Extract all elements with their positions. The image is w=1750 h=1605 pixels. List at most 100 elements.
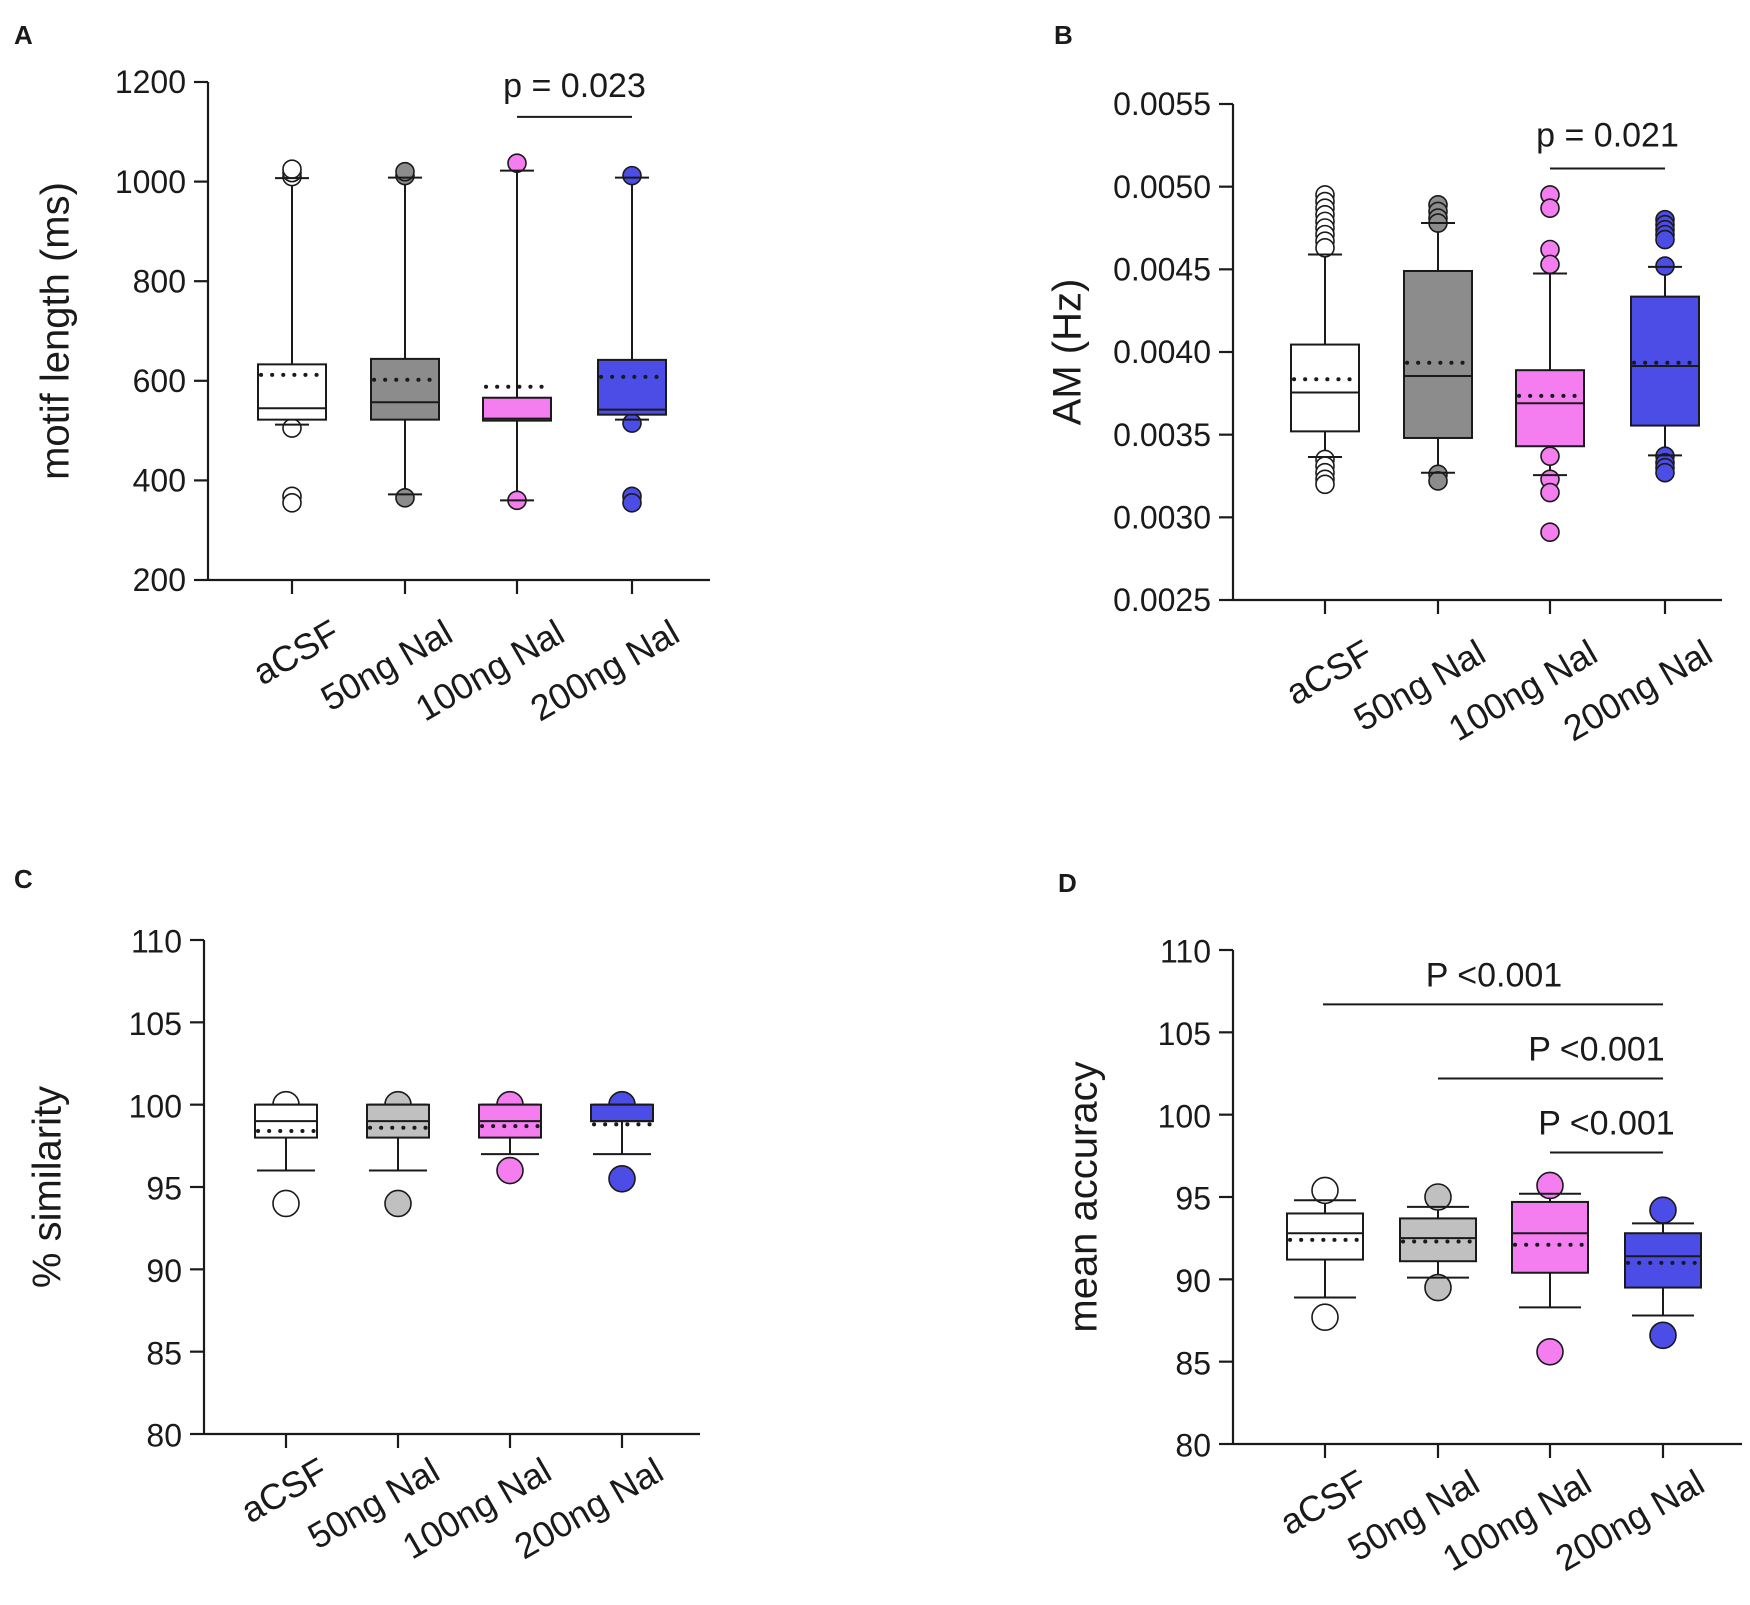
y-tick-label: 105 bbox=[129, 1006, 182, 1042]
panel-letter: B bbox=[1054, 20, 1073, 50]
y-tick-label: 0.0050 bbox=[1113, 169, 1211, 205]
box-iqr bbox=[1403, 269, 1473, 439]
y-tick-label: 1000 bbox=[115, 164, 186, 200]
y-tick-label: 110 bbox=[131, 924, 182, 960]
outlier-point bbox=[608, 1164, 636, 1193]
box-iqr bbox=[1630, 295, 1700, 427]
y-axis-label: motif length (ms) bbox=[34, 182, 78, 480]
y-tick-label: 80 bbox=[146, 1418, 182, 1454]
outlier-point bbox=[1424, 1183, 1452, 1211]
outlier-point bbox=[1311, 1176, 1339, 1205]
box-4 bbox=[597, 165, 667, 513]
outlier-point bbox=[622, 165, 642, 186]
outlier-point bbox=[1315, 238, 1335, 258]
outlier-point bbox=[1428, 471, 1448, 491]
y-tick-label: 110 bbox=[1160, 934, 1211, 970]
outlier-point bbox=[395, 488, 415, 508]
panel-b: B 0.0025 0.0030 0.0035 0.0040 0.0045 0.0050 0.0… bbox=[1046, 20, 1722, 749]
y-tick-label: 800 bbox=[133, 263, 186, 299]
outlier-point bbox=[622, 413, 642, 433]
panel-letter: C bbox=[14, 864, 33, 894]
p-value-label: P <0.001 bbox=[1538, 1105, 1674, 1143]
box-iqr bbox=[1399, 1217, 1477, 1263]
outlier-point bbox=[1649, 1196, 1677, 1224]
box-iqr bbox=[597, 358, 667, 416]
y-tick-label: 200 bbox=[133, 562, 186, 598]
box-3 bbox=[1511, 1171, 1589, 1366]
y-axis-label: AM (Hz) bbox=[1046, 279, 1090, 426]
y-tick-label: 90 bbox=[146, 1253, 182, 1289]
outlier-point bbox=[1540, 522, 1560, 543]
outlier-point bbox=[1540, 482, 1560, 503]
outlier-point bbox=[507, 153, 527, 173]
y-axis-label: mean accuracy bbox=[1062, 1061, 1106, 1332]
box-2 bbox=[1403, 195, 1473, 491]
outlier-point bbox=[1536, 1171, 1564, 1200]
box-4 bbox=[1630, 209, 1700, 483]
y-tick-label: 95 bbox=[146, 1171, 182, 1207]
p-value-label: P <0.001 bbox=[1426, 956, 1562, 994]
outlier-point bbox=[1655, 462, 1675, 483]
box-1 bbox=[257, 159, 327, 513]
box-3 bbox=[482, 153, 552, 511]
y-tick-label: 100 bbox=[1158, 1098, 1211, 1134]
y-tick-label: 80 bbox=[1175, 1428, 1211, 1464]
box-2 bbox=[366, 1090, 430, 1218]
y-tick-label: 85 bbox=[146, 1335, 182, 1371]
y-tick-label: 0.0035 bbox=[1113, 417, 1211, 453]
outlier-point bbox=[1540, 254, 1560, 275]
outlier-point bbox=[282, 418, 302, 438]
box-2 bbox=[1399, 1183, 1477, 1302]
box-2 bbox=[370, 161, 440, 508]
y-tick-label: 0.0040 bbox=[1113, 334, 1211, 370]
p-value-label: p = 0.021 bbox=[1536, 116, 1679, 154]
box-3 bbox=[1515, 185, 1585, 543]
outlier-point bbox=[282, 493, 302, 513]
y-tick-label: 100 bbox=[129, 1088, 182, 1124]
box-iqr bbox=[590, 1103, 654, 1123]
box-iqr bbox=[370, 357, 440, 421]
y-tick-label: 95 bbox=[1175, 1181, 1211, 1217]
outlier-point bbox=[1315, 474, 1335, 495]
y-tick-label: 0.0055 bbox=[1113, 86, 1211, 122]
outlier-point bbox=[1536, 1337, 1564, 1366]
y-tick-label: 0.0030 bbox=[1113, 500, 1211, 536]
box-iqr bbox=[257, 363, 327, 421]
y-tick-label: 105 bbox=[1158, 1016, 1211, 1052]
y-tick-label: 0.0045 bbox=[1113, 252, 1211, 288]
box-1 bbox=[1290, 185, 1360, 495]
box-4 bbox=[1624, 1196, 1702, 1350]
y-tick-label: 90 bbox=[1175, 1263, 1211, 1299]
box-3 bbox=[478, 1090, 542, 1185]
y-axis-label: % similarity bbox=[26, 1086, 70, 1288]
p-value-label: p = 0.023 bbox=[503, 67, 646, 105]
outlier-point bbox=[384, 1189, 412, 1218]
box-iqr bbox=[1624, 1232, 1702, 1289]
outlier-point bbox=[395, 161, 415, 182]
y-tick-label: 85 bbox=[1175, 1345, 1211, 1381]
y-tick-label: 1200 bbox=[115, 64, 186, 100]
outlier-point bbox=[622, 493, 642, 513]
p-value-label: P <0.001 bbox=[1528, 1030, 1664, 1068]
box-iqr bbox=[1515, 369, 1585, 448]
y-tick-label: 0.0025 bbox=[1113, 582, 1211, 618]
outlier-point bbox=[1311, 1303, 1339, 1332]
box-1 bbox=[1286, 1176, 1364, 1332]
box-iqr bbox=[1511, 1200, 1589, 1274]
panel-letter: A bbox=[14, 20, 33, 50]
box-4 bbox=[590, 1090, 654, 1193]
outlier-point bbox=[282, 159, 302, 179]
outlier-point bbox=[496, 1156, 524, 1185]
outlier-point bbox=[1540, 446, 1560, 466]
box-iqr bbox=[1290, 343, 1360, 433]
y-tick-label: 600 bbox=[133, 363, 186, 399]
outlier-point bbox=[1655, 229, 1675, 250]
outlier-point bbox=[1424, 1273, 1452, 1302]
outlier-point bbox=[1540, 198, 1560, 218]
panel-letter: D bbox=[1058, 868, 1077, 898]
outlier-point bbox=[272, 1189, 300, 1218]
